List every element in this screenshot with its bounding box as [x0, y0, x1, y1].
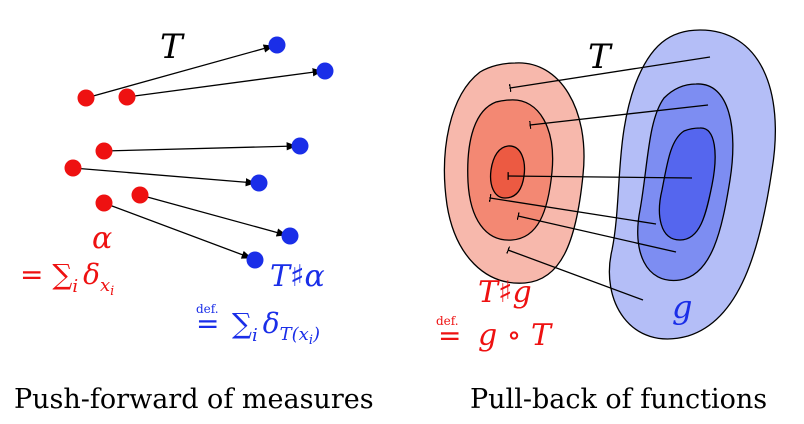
mapping-line	[508, 176, 693, 178]
blue-level-inner	[658, 127, 716, 241]
source-point	[131, 186, 149, 204]
mapping-line	[490, 198, 657, 225]
caption-push-forward: Push-forward of measures	[14, 384, 374, 415]
source-points	[64, 88, 149, 212]
source-function-level-sets	[443, 62, 585, 284]
pull-back-mapping-lines	[490, 56, 711, 301]
map-label-T-right: T	[588, 37, 613, 77]
pullback-label: T♯g	[478, 275, 532, 310]
arrow-5	[139, 194, 288, 237]
pull-back-panel: T g T♯g def. = g ∘ T Pull-back of functi…	[436, 29, 776, 415]
mapping-line	[518, 216, 677, 253]
def-equals: =	[196, 307, 219, 340]
mapping-line	[508, 250, 644, 301]
target-function-label: g	[672, 288, 692, 326]
source-point	[95, 142, 113, 160]
source-point	[77, 89, 95, 107]
pushforward-definition: ∑i δT(xi)	[232, 307, 320, 348]
pushforward-label: T♯α	[270, 259, 325, 294]
target-point	[316, 62, 334, 80]
pullback-def-equals: =	[438, 319, 461, 352]
source-point	[118, 88, 136, 106]
red-level-inner	[489, 145, 526, 199]
arrow-4	[72, 167, 257, 187]
target-function-level-sets	[608, 29, 776, 340]
arrow-2	[126, 68, 324, 98]
arrow-3	[103, 142, 298, 152]
push-forward-panel: T α = ∑i δxi T♯α def. = ∑i δT(xi) Push-for…	[14, 27, 374, 415]
target-point	[246, 251, 264, 269]
arrow-6	[103, 202, 252, 259]
pullback-def-marker: def.	[436, 314, 459, 328]
caption-pull-back: Pull-back of functions	[470, 384, 767, 415]
source-point	[95, 194, 113, 212]
push-forward-arrows	[72, 44, 324, 259]
target-points	[246, 36, 334, 269]
pullback-definition: g ∘ T	[478, 318, 553, 353]
map-label-T: T	[160, 27, 185, 67]
mapping-line	[510, 56, 711, 88]
source-point	[64, 159, 82, 177]
alpha-label: α	[92, 221, 112, 256]
target-point	[281, 227, 299, 245]
alpha-definition: = ∑i δxi	[20, 258, 114, 299]
target-point	[291, 137, 309, 155]
target-point	[250, 174, 268, 192]
arrow-1	[85, 44, 275, 99]
mapping-line	[530, 104, 709, 125]
def-marker: def.	[196, 302, 219, 316]
target-point	[268, 36, 286, 54]
